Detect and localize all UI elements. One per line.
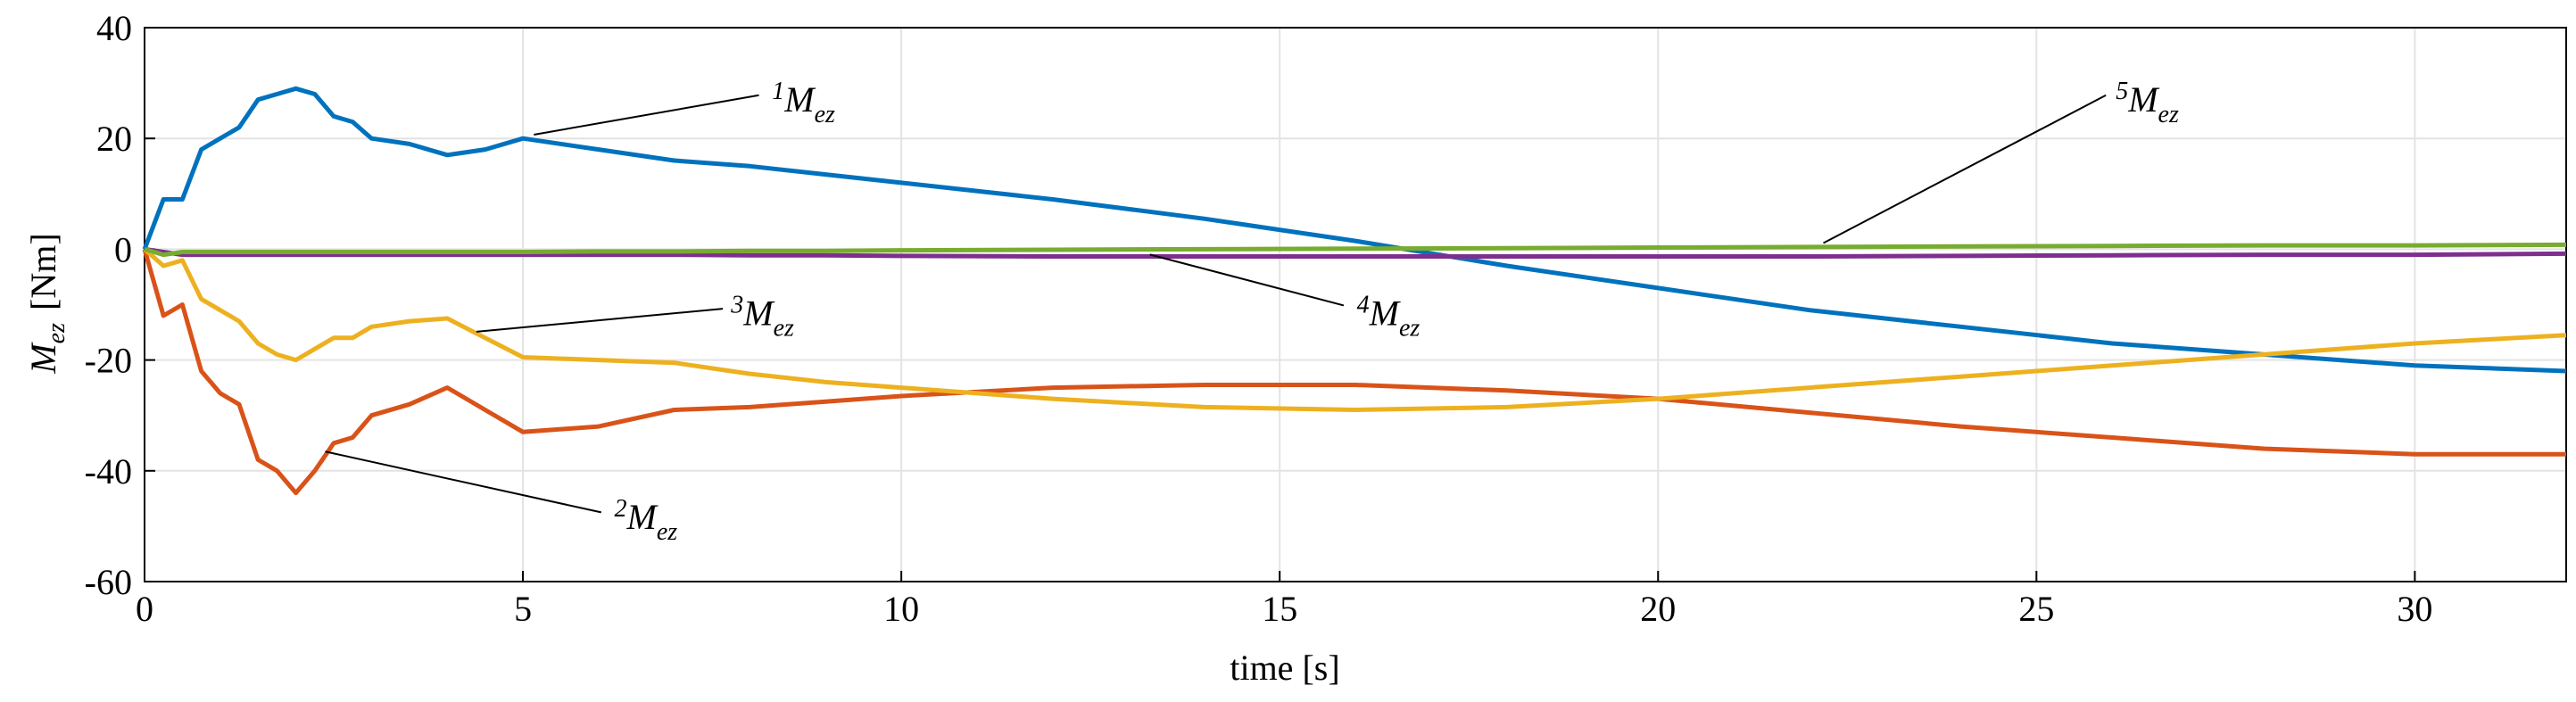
y-axis-label: Mez [Nm] <box>23 233 70 374</box>
annotation-leader <box>476 308 724 333</box>
annotation-symbol: M <box>626 497 659 537</box>
y-tick-label: -40 <box>85 451 132 491</box>
y-label-subscript: ez <box>43 323 70 343</box>
series-line <box>142 248 2566 496</box>
annotation-subscript: ez <box>774 315 794 343</box>
annotation-subscript: ez <box>2158 101 2179 128</box>
annotation-subscript: ez <box>1399 315 1420 343</box>
y-tick-label: 40 <box>96 8 132 48</box>
annotation-leader <box>1149 253 1345 307</box>
annotation: 3Mez <box>730 292 794 343</box>
annotation-symbol: M <box>783 79 816 120</box>
y-tick-label: -20 <box>85 341 132 381</box>
series-line <box>144 246 2567 259</box>
annotation-leader <box>534 94 759 136</box>
annotation-leader <box>1823 94 2107 244</box>
annotation-symbol: M <box>742 293 775 334</box>
annotation-symbol: M <box>1369 293 1402 334</box>
annotation-prefix: 3 <box>730 292 743 319</box>
series-line <box>142 86 2567 374</box>
x-tick-label: 0 <box>136 589 153 629</box>
x-tick-label: 10 <box>883 589 919 629</box>
annotation-subscript: ez <box>815 101 835 128</box>
y-label-symbol: M <box>23 342 63 375</box>
x-tick-label: 20 <box>1640 589 1676 629</box>
y-tick-label: 0 <box>114 229 132 269</box>
annotation: 5Mez <box>2116 78 2179 128</box>
x-tick-label: 25 <box>2018 589 2054 629</box>
x-tick-label: 15 <box>1262 589 1297 629</box>
y-axis-label-text: Mez [Nm] <box>23 233 70 374</box>
annotation-subscript: ez <box>657 518 677 546</box>
plot-frame <box>144 27 2567 582</box>
y-label-unit: [Nm] <box>23 233 63 310</box>
x-axis-label: time [s] <box>1230 648 1339 688</box>
annotation: 2Mez <box>615 495 678 546</box>
series-line <box>143 247 2567 412</box>
annotation: 1Mez <box>772 78 835 128</box>
annotation-prefix: 4 <box>1357 292 1370 319</box>
x-tick-label: 5 <box>514 589 532 629</box>
annotation: 4Mez <box>1357 292 1421 343</box>
annotation-prefix: 2 <box>615 495 627 523</box>
annotation-symbol: M <box>2127 79 2160 120</box>
annotation-prefix: 1 <box>772 78 784 105</box>
annotation-leader <box>325 450 602 514</box>
series-line <box>144 242 2567 258</box>
annotation-prefix: 5 <box>2116 78 2128 105</box>
y-tick-label: 20 <box>96 119 132 159</box>
x-tick-label: 30 <box>2397 589 2432 629</box>
y-tick-label: -60 <box>85 562 132 602</box>
